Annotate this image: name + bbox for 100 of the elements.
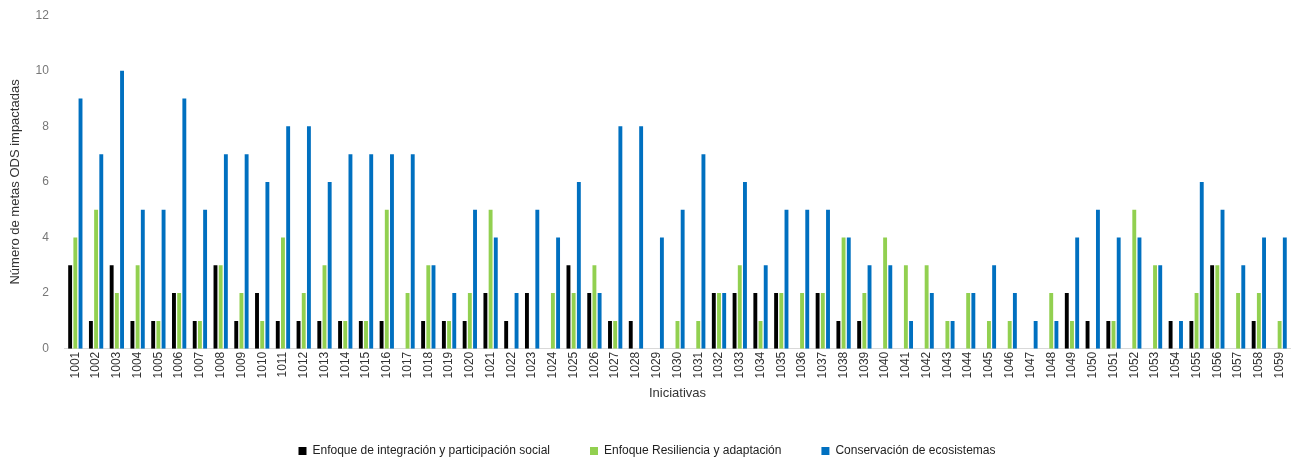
bar <box>774 293 779 349</box>
bar <box>950 320 955 349</box>
bar <box>924 265 929 349</box>
bar <box>608 320 612 349</box>
bar <box>1007 320 1012 349</box>
bar <box>1064 293 1069 349</box>
y-tick-label: 10 <box>35 63 50 78</box>
bar <box>1049 293 1054 349</box>
bar <box>483 293 488 349</box>
bar <box>597 293 602 349</box>
x-tick-label: 1026 <box>586 351 601 379</box>
bar <box>426 265 431 349</box>
bar <box>493 237 498 349</box>
bar <box>576 181 581 349</box>
x-tick-label: 1035 <box>773 351 788 379</box>
bar <box>986 320 991 349</box>
legend-label: Conservación de ecosistemas <box>835 443 996 458</box>
x-tick-label: 1057 <box>1230 351 1245 379</box>
bar <box>467 293 472 349</box>
bar <box>883 237 888 349</box>
bar <box>1194 293 1199 349</box>
bar <box>244 154 249 349</box>
x-axis-title: Iniciativas <box>648 384 707 400</box>
x-tick-label: 1036 <box>794 351 809 379</box>
x-tick-label: 1001 <box>67 351 82 379</box>
bar <box>1075 237 1080 349</box>
bar <box>114 293 119 349</box>
bar <box>737 265 742 349</box>
bar <box>1085 320 1090 349</box>
bar <box>488 209 493 349</box>
bar <box>1054 320 1059 349</box>
x-tick-label: 1018 <box>420 351 435 379</box>
bar <box>218 265 223 349</box>
x-tick-label: 1059 <box>1271 351 1286 379</box>
bar <box>1199 181 1204 349</box>
x-tick-label: 1050 <box>1085 351 1100 379</box>
bar <box>441 320 446 349</box>
bar <box>161 209 166 349</box>
bar <box>473 209 477 349</box>
bar <box>1106 320 1111 349</box>
bar <box>192 320 197 349</box>
bar <box>680 209 685 349</box>
bar <box>1070 320 1074 349</box>
bar <box>1179 320 1183 349</box>
bar <box>696 320 701 349</box>
bar <box>358 320 363 349</box>
bar <box>120 70 124 349</box>
bar <box>223 154 228 349</box>
bar <box>177 293 182 349</box>
x-tick-label: 1045 <box>981 351 996 379</box>
x-tick-label: 1004 <box>129 351 144 379</box>
x-tick-label: 1006 <box>171 351 186 379</box>
x-tick-label: 1046 <box>1002 351 1016 379</box>
bar <box>156 320 161 349</box>
bar <box>172 293 176 349</box>
x-tick-label: 1030 <box>669 351 684 379</box>
bar <box>701 154 706 349</box>
x-tick-label: 1021 <box>482 351 497 379</box>
bar <box>265 181 270 349</box>
bar <box>826 209 830 349</box>
bar <box>556 237 561 349</box>
x-tick-label: 1009 <box>233 351 248 379</box>
bar <box>421 320 426 349</box>
x-tick-label: 1053 <box>1147 351 1162 379</box>
bar <box>151 320 156 349</box>
bar <box>94 209 99 349</box>
bar <box>966 293 971 349</box>
bar <box>971 293 976 349</box>
x-tick-label: 1003 <box>109 351 124 379</box>
bar <box>1215 265 1220 349</box>
y-tick-label: 12 <box>35 7 50 22</box>
x-tick-label: 1012 <box>296 351 311 379</box>
x-tick-label: 1016 <box>379 351 394 379</box>
x-tick-label: 1043 <box>939 351 954 379</box>
x-tick-label: 1042 <box>918 351 933 379</box>
bar <box>732 293 737 349</box>
bar <box>820 293 825 349</box>
bar <box>613 320 618 349</box>
x-tick-label: 1033 <box>732 351 747 379</box>
bar <box>1262 237 1266 349</box>
x-tick-label: 1007 <box>192 351 207 379</box>
y-axis-title: Número de metas ODS impactadas <box>7 78 23 285</box>
bar <box>1132 209 1137 349</box>
x-tick-label: 1013 <box>316 351 331 379</box>
bar <box>73 237 78 349</box>
bar <box>99 154 104 349</box>
y-tick-label: 8 <box>42 118 50 133</box>
bar <box>1282 237 1287 349</box>
x-tick-label: 1041 <box>898 351 913 379</box>
bar <box>410 154 415 349</box>
x-tick-label: 1005 <box>150 351 165 379</box>
bar <box>364 320 368 349</box>
y-tick-label: 6 <box>42 174 50 189</box>
x-tick-label: 1032 <box>711 351 726 379</box>
bar <box>659 237 664 349</box>
bar <box>841 237 846 349</box>
y-tick-label: 0 <box>42 341 50 356</box>
y-tick-label: 4 <box>42 229 50 244</box>
bar <box>369 154 374 349</box>
bar <box>888 265 893 349</box>
